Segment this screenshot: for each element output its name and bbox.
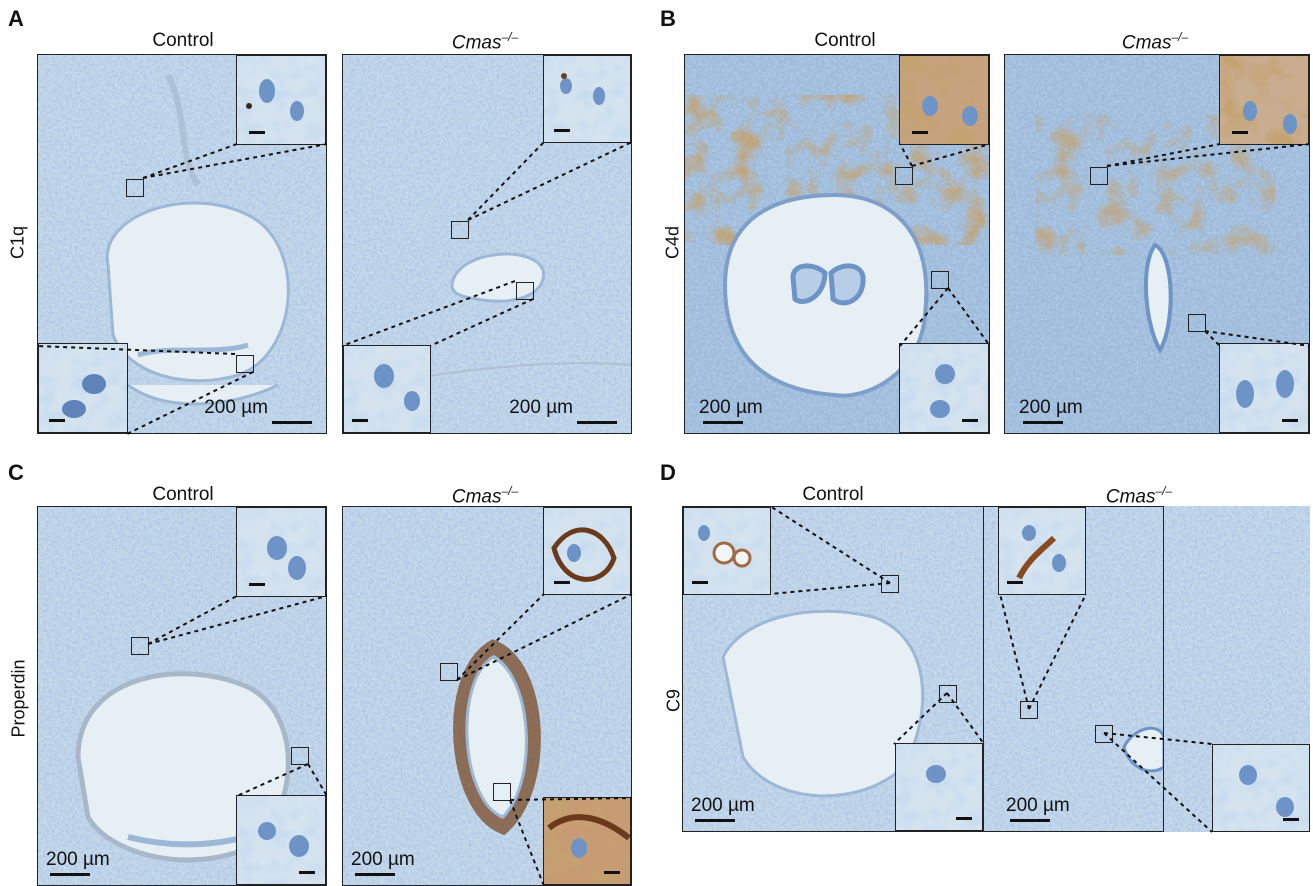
panel-letter-a: A — [8, 6, 24, 31]
inset-bottom-right — [899, 343, 989, 433]
region-box — [881, 575, 899, 593]
scale-bar-label: 200 µm — [691, 795, 755, 816]
panel-b-right-title: Cmas–/– — [1121, 30, 1189, 54]
region-box — [931, 271, 949, 289]
region-box — [1020, 701, 1038, 719]
inset-bottom-left — [38, 343, 128, 433]
panel-letter-c: C — [8, 460, 24, 485]
inset-bottom-right — [1219, 343, 1309, 433]
panel-a-right-title: Cmas–/– — [451, 30, 519, 54]
panel-d-cmas-image: 200 µm — [984, 506, 1164, 832]
scale-bar-label: 200 µm — [509, 397, 573, 418]
scale-bar-label: 200 µm — [204, 397, 268, 418]
panel-c-left-title: Control — [152, 484, 214, 505]
scale-bar — [272, 421, 312, 424]
inset-bottom-right — [543, 797, 631, 885]
inset-top-left — [998, 507, 1086, 595]
region-box — [1095, 725, 1113, 743]
inset-top-right — [236, 55, 326, 145]
panel-letter-d: D — [660, 460, 676, 485]
panel-d-control-image: 200 µm — [682, 506, 984, 832]
region-box — [451, 221, 469, 239]
panel-b-row-label: C4d — [662, 225, 683, 260]
region-box — [895, 167, 913, 185]
inset-top-right — [543, 507, 631, 595]
scale-bar — [1010, 819, 1050, 822]
region-box — [516, 282, 534, 300]
scale-bar-label: 200 µm — [699, 397, 763, 418]
panel-b-cmas-image: 200 µm — [1004, 54, 1310, 434]
region-box — [440, 663, 458, 681]
region-box — [1188, 314, 1206, 332]
scale-bar — [577, 421, 617, 424]
panel-a-row-label: C1q — [7, 225, 28, 260]
region-box — [236, 355, 254, 373]
region-box — [291, 747, 309, 765]
scale-bar-label: 200 µm — [46, 849, 110, 870]
inset-top-right — [236, 507, 326, 597]
region-box — [1090, 167, 1108, 185]
inset-top-right — [543, 55, 631, 143]
region-box — [126, 179, 144, 197]
inset-bottom-right — [895, 743, 983, 831]
inset-top-right — [1219, 55, 1309, 145]
scale-bar — [703, 421, 743, 424]
inset-top-left — [683, 507, 771, 595]
scale-bar — [1023, 421, 1063, 424]
inset-top-right — [899, 55, 989, 145]
panel-b-control-image: 200 µm — [684, 54, 990, 434]
panel-b-left-title: Control — [814, 30, 876, 51]
scale-bar-label: 200 µm — [351, 849, 415, 870]
panel-a-control-image: 200 µm — [37, 54, 327, 434]
region-box — [493, 783, 511, 801]
panel-c-control-image: 200 µm — [37, 506, 327, 886]
panel-d-right-title: Cmas–/– — [1105, 484, 1173, 508]
scale-bar-label: 200 µm — [1019, 397, 1083, 418]
scale-bar-label: 200 µm — [1006, 795, 1070, 816]
panel-d-left-title: Control — [802, 484, 864, 505]
inset-bottom-left — [343, 345, 431, 433]
region-box — [939, 685, 957, 703]
panel-c-row-label: Properdin — [8, 659, 29, 738]
scale-bar — [355, 873, 395, 876]
scale-bar — [695, 819, 735, 822]
inset-bottom-right — [1212, 744, 1310, 832]
panel-a-cmas-image: 200 µm — [342, 54, 632, 434]
panel-letter-b: B — [660, 6, 676, 31]
tissue-micrograph — [685, 55, 989, 433]
inset-bottom-right — [236, 795, 326, 885]
panel-d-cmas-extension — [1164, 506, 1310, 832]
panel-c-right-title: Cmas–/– — [451, 484, 519, 508]
region-box — [131, 637, 149, 655]
panel-a-left-title: Control — [152, 30, 214, 51]
panel-c-cmas-image: 200 µm — [342, 506, 632, 886]
scale-bar — [50, 873, 90, 876]
